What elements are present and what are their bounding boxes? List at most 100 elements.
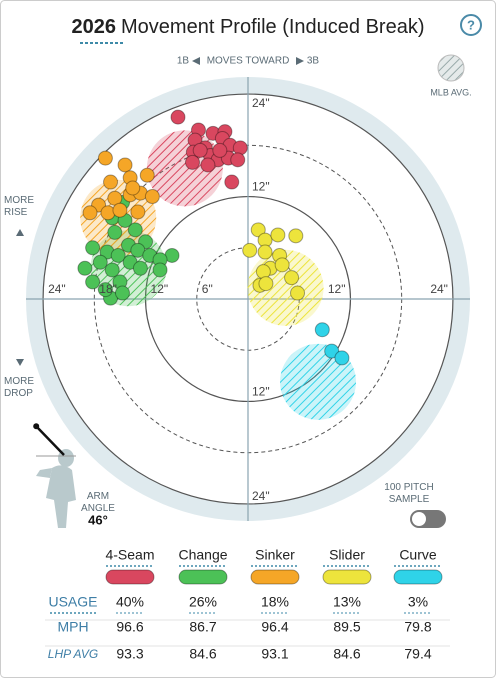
pitch-dot [314, 322, 330, 338]
stat-value: 86.7 [189, 619, 216, 635]
pitch-dot [270, 227, 286, 243]
pitch-dot [144, 189, 160, 205]
stat-value: 89.5 [333, 619, 360, 635]
pitch-dot [324, 343, 340, 359]
arm-ball [33, 423, 40, 430]
y-tick-label: 12" [252, 180, 270, 194]
pitch-dot [290, 285, 306, 301]
stat-value: 79.8 [404, 619, 431, 635]
x-tick-label: 18" [99, 282, 117, 296]
pitch-dot [230, 152, 246, 168]
stat-value: 26% [189, 594, 217, 610]
pitch-dot [288, 228, 304, 244]
pitch-dot [92, 254, 108, 270]
legend-name: Curve [399, 547, 437, 563]
pitch-dot [77, 260, 93, 276]
row-label: USAGE [48, 594, 97, 610]
title-text: Movement Profile (Induced Break) [121, 16, 424, 38]
y-tick-label: 24" [252, 96, 270, 110]
stat-value: 84.6 [333, 646, 360, 662]
legend-swatch [393, 569, 443, 585]
stat-value: 18% [261, 594, 289, 610]
help-icon[interactable] [460, 14, 482, 36]
pitch-dot [107, 224, 123, 240]
legend-name: Change [178, 547, 227, 563]
dir-left: 1B [177, 56, 190, 67]
mlb-avg-label: MLB AVG. [430, 87, 471, 97]
legend-name: Slider [329, 547, 365, 563]
row-label: LHP AVG [48, 647, 98, 661]
stat-value: 93.1 [261, 646, 288, 662]
legend-swatch [178, 569, 228, 585]
pitch-dot [132, 260, 148, 276]
pitch-dot [200, 157, 216, 173]
x-tick-label: 12" [328, 282, 346, 296]
year: 2026 [72, 16, 117, 38]
pitch-dot [103, 174, 119, 190]
pitch-dot [242, 242, 258, 258]
pitch-dot [117, 157, 133, 173]
pitch-dot [257, 244, 273, 260]
pitch-dot [130, 204, 146, 220]
pitch-dot [274, 257, 290, 273]
pitch-dot [107, 190, 123, 206]
arrow-left [192, 57, 200, 65]
x-tick-label: 24" [48, 282, 66, 296]
legend-name: 4-Seam [105, 547, 154, 563]
arrow-right [296, 57, 304, 65]
legend-swatch [322, 569, 372, 585]
pitch-dot [114, 285, 130, 301]
stat-value: 13% [333, 594, 361, 610]
pitch-dot [82, 205, 98, 221]
legend-name: Sinker [255, 547, 295, 563]
stat-value: 40% [116, 594, 144, 610]
pitch-dot [125, 180, 141, 196]
pitch-dot [192, 142, 208, 158]
legend-swatch [105, 569, 155, 585]
pitch-dot [127, 222, 143, 238]
stat-value: 93.3 [116, 646, 143, 662]
y-tick-label: 12" [252, 385, 270, 399]
plot-area [26, 77, 470, 521]
pitch-dot [212, 142, 228, 158]
drop-arrow [16, 359, 24, 366]
pitch-dot [258, 276, 274, 292]
mlb-avg-icon [437, 54, 465, 82]
rise-arrow [16, 229, 24, 236]
x-tick-label: 24" [430, 282, 448, 296]
y-tick-label: 24" [252, 489, 270, 503]
pitch-dot [104, 262, 120, 278]
pitch-dot [112, 202, 128, 218]
title: 2026 Movement Profile (Induced Break) [72, 16, 425, 38]
pitch-dot [130, 242, 146, 258]
pitch-dot [250, 222, 266, 238]
more-rise: MORE RISE [4, 195, 34, 218]
pitch-dot [97, 282, 113, 298]
arm-angle-value: 46° [88, 512, 108, 527]
arm-angle-line [35, 425, 65, 456]
pitch-dot [139, 167, 155, 183]
dir-middle: MOVES TOWARD [207, 56, 290, 67]
pitch-dot [170, 109, 186, 125]
legend-swatch [250, 569, 300, 585]
pitch-dot [334, 350, 350, 366]
arm-angle-label: ARM ANGLE [81, 491, 115, 514]
pitch-dot [97, 150, 113, 166]
pitch-dot [110, 247, 126, 263]
row-label: MPH [57, 619, 88, 635]
more-drop: MORE DROP [4, 376, 34, 399]
stat-value: 96.6 [116, 619, 143, 635]
sample-label: 100 PITCH SAMPLE [384, 482, 434, 505]
stat-value: 84.6 [189, 646, 216, 662]
pitch-dot [85, 274, 101, 290]
stat-value: 96.4 [261, 619, 288, 635]
sample-toggle-knob[interactable] [412, 512, 426, 526]
pitcher-figure [36, 449, 76, 528]
help-text[interactable]: ? [467, 17, 475, 32]
dir-right: 3B [307, 56, 320, 67]
pitch-dot [85, 240, 101, 256]
x-tick-label: 12" [151, 282, 169, 296]
pitch-dot [152, 262, 168, 278]
